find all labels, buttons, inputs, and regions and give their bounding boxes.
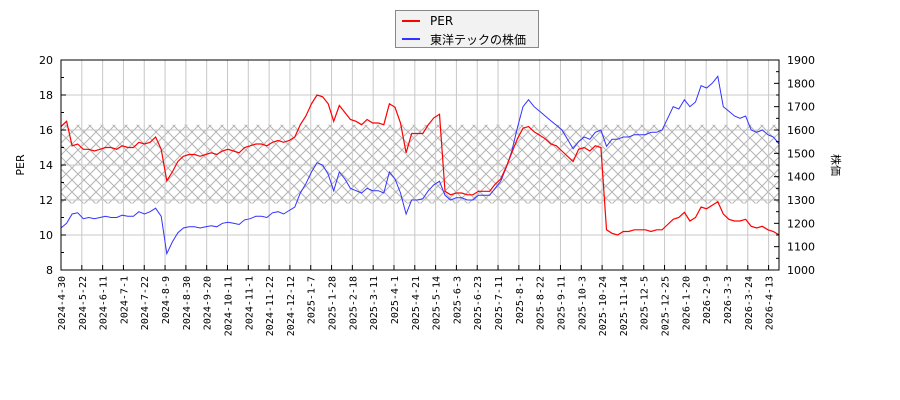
- left-tick-label: 14: [39, 159, 53, 172]
- grid-lines: [61, 60, 779, 270]
- right-tick-label: 1600: [787, 124, 815, 137]
- legend-label-price: 東洋テックの株価: [430, 32, 527, 47]
- x-tick-label: 2024-7-22: [140, 276, 151, 330]
- left-axis: 8 10 12 14 16 18 20: [39, 54, 66, 277]
- x-tick-label: 2025-10-3: [577, 276, 588, 330]
- x-tick-label: 2024-12-12: [286, 276, 297, 336]
- x-tick-label: 2025-12-25: [661, 276, 672, 336]
- legend-item-price: 東洋テックの株価: [402, 31, 526, 47]
- x-axis: 2024-4-30 2024-5-22 2024-6-11 2024-7-1 2024-…: [57, 265, 776, 336]
- x-tick-label: 2025-12-5: [640, 276, 651, 330]
- left-tick-label: 20: [39, 54, 53, 67]
- right-tick-label: 1300: [787, 194, 815, 207]
- price-swatch-icon: [402, 38, 420, 40]
- left-tick-label: 12: [39, 194, 53, 207]
- x-tick-label: 2025-10-24: [598, 276, 609, 336]
- x-tick-label: 2025-7-11: [494, 276, 505, 330]
- x-tick-label: 2026-4-13: [765, 276, 776, 330]
- right-tick-label: 1700: [787, 101, 815, 114]
- per-series-line: [61, 94, 779, 236]
- x-tick-label: 2025-8-22: [536, 276, 547, 330]
- right-tick-label: 1200: [787, 217, 815, 230]
- x-tick-label: 2025-11-14: [619, 276, 630, 336]
- x-tick-label: 2024-7-1: [119, 276, 130, 324]
- left-axis-label: PER: [14, 154, 27, 176]
- left-tick-label: 18: [39, 89, 53, 102]
- per-swatch-icon: [402, 20, 420, 22]
- x-tick-label: 2025-6-23: [473, 276, 484, 330]
- right-tick-label: 1900: [787, 54, 815, 67]
- x-tick-label: 2024-9-20: [203, 276, 214, 330]
- x-tick-label: 2024-11-22: [265, 276, 276, 336]
- right-tick-label: 1400: [787, 171, 815, 184]
- x-tick-label: 2025-4-1: [390, 276, 401, 324]
- x-tick-label: 2024-5-22: [78, 276, 89, 330]
- right-tick-label: 1500: [787, 147, 815, 160]
- legend: PER 東洋テックの株価: [395, 10, 539, 48]
- left-tick-label: 16: [39, 124, 53, 137]
- right-tick-label: 1800: [787, 77, 815, 90]
- x-tick-label: 2024-11-1: [244, 276, 255, 330]
- x-tick-label: 2026-1-20: [681, 276, 692, 330]
- left-tick-label: 8: [46, 264, 53, 277]
- legend-label-per: PER: [430, 14, 454, 28]
- x-tick-label: 2025-3-11: [369, 276, 380, 330]
- right-tick-label: 1000: [787, 264, 815, 277]
- x-tick-label: 2026-2-9: [702, 276, 713, 324]
- x-tick-label: 2025-4-21: [411, 276, 422, 330]
- x-tick-label: 2025-5-14: [432, 276, 443, 330]
- x-tick-label: 2025-1-7: [307, 276, 318, 324]
- right-axis-label: 株価: [829, 154, 843, 176]
- right-tick-label: 1100: [787, 241, 815, 254]
- x-tick-label: 2024-10-11: [223, 276, 234, 336]
- price-series-line: [61, 75, 779, 256]
- x-tick-label: 2024-8-30: [182, 276, 193, 330]
- left-tick-label: 10: [39, 229, 53, 242]
- x-tick-label: 2025-9-11: [556, 276, 567, 330]
- x-tick-label: 2024-8-9: [161, 276, 172, 324]
- x-tick-label: 2025-8-1: [515, 276, 526, 324]
- shaded-band: [61, 124, 779, 204]
- x-tick-label: 2024-6-11: [99, 276, 110, 330]
- right-axis: 1000 1100 1200 1300 1400 1500 1600 1700 1800 1900: [774, 54, 815, 277]
- x-tick-label: 2025-2-18: [348, 276, 359, 330]
- x-tick-label: 2025-1-28: [328, 276, 339, 330]
- x-tick-label: 2024-4-30: [57, 276, 68, 330]
- x-tick-label: 2026-3-24: [744, 276, 755, 330]
- legend-item-per: PER: [402, 13, 453, 29]
- x-tick-label: 2025-6-3: [452, 276, 463, 324]
- x-tick-label: 2026-3-3: [723, 276, 734, 324]
